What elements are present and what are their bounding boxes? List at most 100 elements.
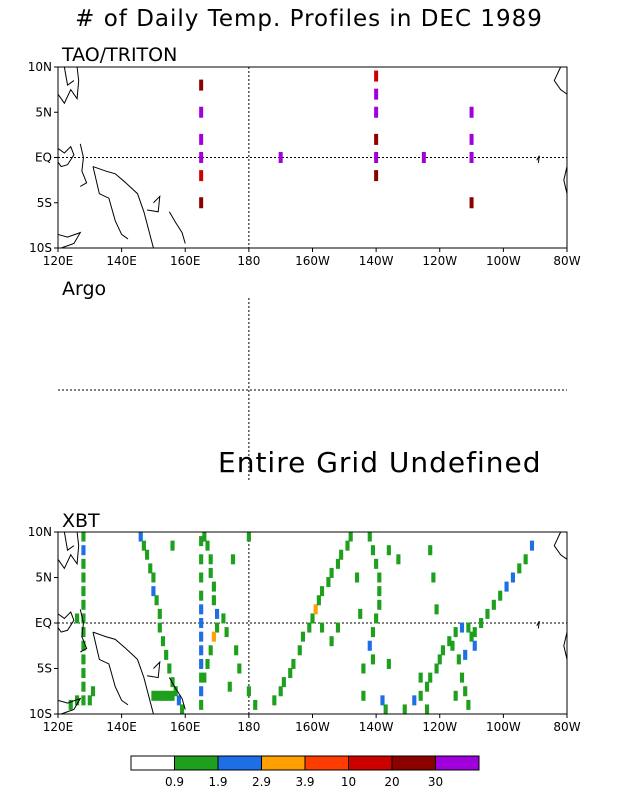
xbt-data-cell bbox=[310, 613, 315, 624]
xbt-data-cell bbox=[211, 581, 216, 592]
xbt-coastline bbox=[563, 631, 568, 660]
xbt-data-cell bbox=[361, 663, 366, 674]
xbt-data-cell bbox=[326, 577, 331, 588]
xbt-y-tick-label: 10S bbox=[29, 707, 52, 721]
xbt-data-cell bbox=[361, 690, 366, 701]
xbt-data-cell bbox=[281, 677, 286, 688]
xbt-data-cell bbox=[466, 622, 471, 633]
xbt-data-cell bbox=[291, 658, 296, 669]
tao-x-tick-label: 180 bbox=[237, 254, 260, 268]
xbt-data-cell bbox=[418, 672, 423, 683]
colorbar-swatch bbox=[391, 755, 436, 771]
xbt-data-cell bbox=[208, 554, 213, 565]
tao-data-cell bbox=[374, 133, 379, 145]
tao-x-tick-label: 140E bbox=[106, 254, 137, 268]
xbt-x-tick-label: 80W bbox=[553, 720, 580, 734]
xbt-data-cell bbox=[456, 654, 461, 665]
tao-coastline bbox=[92, 166, 129, 240]
xbt-data-cell bbox=[504, 581, 509, 592]
xbt-data-cell bbox=[81, 627, 86, 638]
xbt-data-cell bbox=[81, 654, 86, 665]
xbt-data-cell bbox=[167, 690, 172, 701]
xbt-data-cell bbox=[278, 686, 283, 697]
xbt-data-cell bbox=[157, 622, 162, 633]
xbt-data-cell bbox=[386, 545, 391, 556]
xbt-data-cell bbox=[68, 699, 73, 710]
xbt-data-cell bbox=[428, 545, 433, 556]
xbt-data-cell bbox=[237, 663, 242, 674]
tao-coastline bbox=[57, 231, 82, 249]
xbt-data-cell bbox=[199, 554, 204, 565]
xbt-data-cell bbox=[145, 549, 150, 560]
xbt-data-cell bbox=[199, 590, 204, 601]
xbt-data-cell bbox=[157, 690, 162, 701]
xbt-data-cell bbox=[307, 622, 312, 633]
xbt-coastline bbox=[146, 660, 161, 679]
xbt-data-cell bbox=[348, 531, 353, 542]
tao-data-cell bbox=[374, 106, 379, 118]
xbt-data-cell bbox=[374, 613, 379, 624]
tao-coastline bbox=[146, 195, 161, 213]
xbt-data-cell bbox=[459, 622, 465, 633]
colorbar-label: 0.9 bbox=[165, 775, 184, 789]
xbt-coastline bbox=[92, 631, 129, 706]
xbt-data-cell bbox=[180, 704, 185, 715]
xbt-data-cell bbox=[319, 622, 325, 633]
tao-y-tick-label: 5N bbox=[35, 105, 52, 119]
xbt-data-cell bbox=[199, 572, 204, 583]
xbt-y-tick-label: 5N bbox=[35, 571, 52, 585]
xbt-data-cell bbox=[199, 645, 204, 656]
xbt-data-cell bbox=[396, 554, 401, 565]
xbt-coastline bbox=[57, 697, 82, 715]
colorbar-swatch bbox=[435, 755, 480, 771]
tao-x-tick-label: 120W bbox=[422, 254, 457, 268]
xbt-data-cell bbox=[463, 649, 468, 660]
xbt-coastline bbox=[536, 620, 540, 629]
xbt-coastline bbox=[168, 677, 186, 710]
tao-data-cell bbox=[278, 152, 283, 163]
xbt-data-cell bbox=[208, 645, 213, 656]
xbt-data-cell bbox=[383, 704, 388, 715]
xbt-data-cell bbox=[335, 558, 341, 569]
tao-y-tick-label: 5S bbox=[37, 196, 52, 210]
xbt-data-cell bbox=[81, 640, 86, 651]
xbt-data-cell bbox=[199, 536, 204, 547]
xbt-data-cell bbox=[370, 627, 376, 638]
xbt-panel-title: XBT bbox=[62, 510, 100, 532]
xbt-data-cell bbox=[224, 627, 229, 638]
tao-data-cell bbox=[199, 197, 204, 209]
xbt-data-cell bbox=[412, 695, 417, 706]
xbt-data-cell bbox=[450, 640, 455, 651]
xbt-data-cell bbox=[402, 704, 407, 715]
xbt-data-cell bbox=[246, 531, 251, 542]
xbt-data-cell bbox=[227, 681, 232, 692]
xbt-y-tick-label: 5S bbox=[37, 662, 52, 676]
xbt-x-tick-label: 100W bbox=[486, 720, 521, 734]
tao-data-cell bbox=[469, 197, 474, 209]
xbt-data-cell bbox=[380, 695, 385, 706]
colorbar-swatch bbox=[217, 755, 262, 771]
tao-data-cell bbox=[374, 70, 379, 82]
xbt-x-tick-label: 140E bbox=[106, 720, 137, 734]
xbt-data-cell bbox=[377, 599, 382, 610]
xbt-data-cell bbox=[469, 631, 474, 642]
tao-coastline bbox=[63, 66, 75, 86]
tao-x-tick-label: 100W bbox=[486, 254, 521, 268]
xbt-data-cell bbox=[424, 681, 430, 692]
tao-data-cell bbox=[199, 133, 204, 145]
xbt-data-cell bbox=[453, 627, 458, 638]
xbt-data-cell bbox=[157, 608, 162, 619]
xbt-data-cell bbox=[202, 672, 207, 683]
xbt-data-cell bbox=[81, 681, 86, 692]
xbt-data-cell bbox=[485, 608, 490, 619]
xbt-data-cell bbox=[329, 636, 334, 647]
tao-data-cell bbox=[469, 152, 474, 163]
xbt-data-cell bbox=[173, 686, 178, 697]
xbt-data-cell bbox=[466, 699, 471, 710]
xbt-coastline bbox=[92, 631, 154, 715]
tao-coastline bbox=[79, 143, 88, 187]
xbt-data-cell bbox=[335, 622, 341, 633]
xbt-data-cell bbox=[418, 690, 423, 701]
colorbar-label: 20 bbox=[384, 775, 399, 789]
xbt-data-cell bbox=[300, 631, 306, 642]
